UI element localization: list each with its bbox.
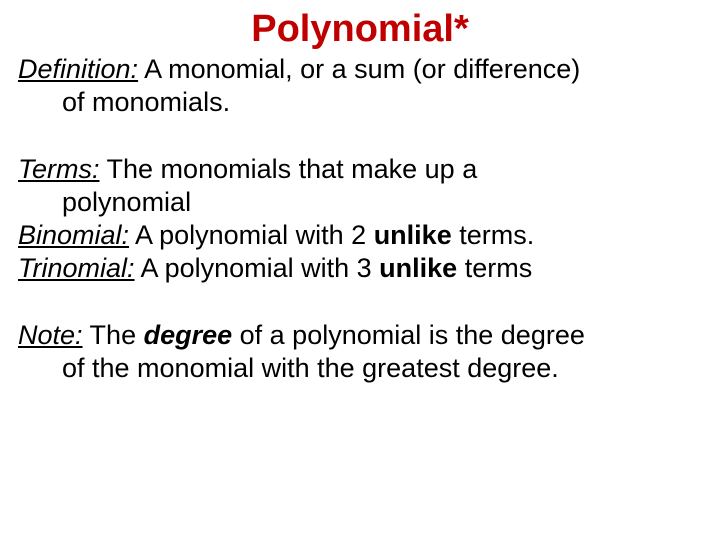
binomial-block: Binomial: A polynomial with 2 unlike ter… — [18, 219, 702, 252]
trinomial-before: A polynomial with 3 — [135, 253, 380, 283]
note-line2: of the monomial with the greatest degree… — [18, 352, 702, 385]
trinomial-label: Trinomial: — [18, 253, 135, 283]
trinomial-bold: unlike — [379, 253, 457, 283]
definition-label: Definition: — [18, 54, 138, 84]
binomial-before: A polynomial with 2 — [129, 220, 374, 250]
definition-line2: of monomials. — [18, 86, 702, 119]
slide-title: Polynomial* — [18, 8, 702, 51]
terms-line2: polynomial — [18, 186, 702, 219]
binomial-after: terms. — [452, 220, 535, 250]
terms-label: Terms: — [18, 154, 100, 184]
trinomial-block: Trinomial: A polynomial with 3 unlike te… — [18, 252, 702, 285]
definition-line1: A monomial, or a sum (or difference) — [138, 54, 580, 84]
trinomial-after: terms — [457, 253, 532, 283]
terms-line1: The monomials that make up a — [100, 154, 478, 184]
note-before: The — [83, 320, 144, 350]
definition-block: Definition: A monomial, or a sum (or dif… — [18, 53, 702, 119]
spacer — [18, 285, 702, 319]
slide: Polynomial* Definition: A monomial, or a… — [0, 0, 720, 540]
note-after: of a polynomial is the degree — [232, 320, 585, 350]
note-bolditalic: degree — [144, 320, 233, 350]
binomial-bold: unlike — [374, 220, 452, 250]
binomial-label: Binomial: — [18, 220, 129, 250]
note-block: Note: The degree of a polynomial is the … — [18, 319, 702, 385]
note-label: Note: — [18, 320, 83, 350]
terms-block: Terms: The monomials that make up a poly… — [18, 153, 702, 219]
